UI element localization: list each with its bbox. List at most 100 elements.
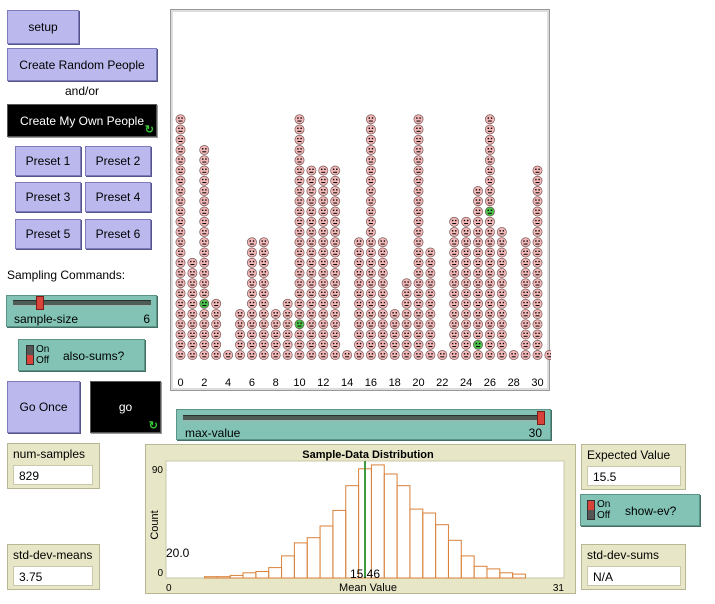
- person-face: [413, 350, 424, 360]
- person-face: [496, 227, 507, 237]
- person-face: [330, 206, 341, 217]
- person-face: [282, 298, 293, 309]
- expected-value-monitor: Expected Value 15.5: [581, 444, 686, 490]
- max-value-track[interactable]: [183, 415, 545, 421]
- person-face: [365, 319, 376, 330]
- person-face: [199, 145, 210, 155]
- person-face: [187, 339, 198, 350]
- create-random-people-button[interactable]: Create Random People: [7, 48, 157, 81]
- person-face: [294, 298, 305, 309]
- person-face: [306, 350, 317, 360]
- sampling-commands-label: Sampling Commands:: [7, 268, 126, 282]
- person-face: [496, 237, 507, 248]
- person-face: [473, 298, 483, 309]
- person-face: [413, 134, 424, 145]
- also-sums-switch[interactable]: On Off also-sums?: [18, 339, 145, 371]
- person-face: [449, 278, 460, 289]
- person-face: [520, 350, 531, 360]
- person-face: [247, 247, 257, 258]
- person-face: [199, 298, 210, 309]
- person-face: [413, 278, 424, 289]
- person-face: [318, 237, 329, 248]
- preset-2-button[interactable]: Preset 2: [85, 146, 151, 176]
- person-face: [247, 319, 257, 330]
- setup-button[interactable]: setup: [7, 10, 79, 44]
- max-value-thumb[interactable]: [537, 411, 545, 425]
- person-face: [365, 196, 376, 207]
- person-face: [318, 268, 329, 278]
- sample-size-value: 6: [143, 312, 150, 326]
- sample-size-track[interactable]: [13, 300, 151, 306]
- x-max-label: 31: [553, 583, 565, 594]
- person-face: [247, 339, 257, 350]
- person-face: [520, 339, 531, 350]
- person-face: [187, 257, 198, 268]
- person-face: [306, 339, 317, 350]
- show-ev-on-label: On: [597, 499, 611, 510]
- preset-6-button[interactable]: Preset 6: [85, 219, 151, 249]
- person-face: [389, 329, 400, 340]
- person-face: [199, 206, 210, 217]
- person-face: [306, 329, 317, 340]
- person-face: [449, 319, 460, 330]
- person-face: [199, 216, 210, 227]
- person-face: [365, 145, 376, 155]
- person-face: [175, 309, 186, 319]
- preset-4-button[interactable]: Preset 4: [85, 182, 151, 212]
- person-face: [532, 247, 543, 258]
- person-face: [377, 329, 388, 340]
- sample-size-thumb[interactable]: [36, 296, 45, 310]
- person-face: [294, 237, 305, 248]
- sample-size-slider[interactable]: sample-size 6: [6, 295, 157, 327]
- preset-3-button[interactable]: Preset 3: [15, 182, 81, 212]
- person-face: [520, 237, 531, 248]
- person-face: [175, 124, 186, 135]
- person-face: [318, 350, 329, 360]
- person-face: [247, 298, 257, 309]
- person-face: [270, 309, 281, 319]
- person-face: [318, 227, 329, 237]
- person-face: [235, 339, 245, 350]
- person-face: [461, 319, 471, 330]
- person-face: [354, 268, 364, 278]
- x-axis-label: Mean Value: [339, 582, 397, 594]
- person-face: [330, 165, 341, 176]
- person-face: [175, 155, 186, 166]
- person-face: [496, 288, 507, 299]
- person-face: [484, 216, 495, 227]
- preset-1-button[interactable]: Preset 1: [15, 146, 81, 176]
- person-face: [258, 329, 269, 340]
- person-face: [306, 268, 317, 278]
- go-button[interactable]: go ↻: [90, 381, 161, 433]
- person-face: [294, 114, 305, 125]
- max-value-slider[interactable]: max-value 30: [176, 409, 551, 440]
- show-ev-switch[interactable]: On Off show-ev?: [580, 494, 700, 526]
- world-view[interactable]: 0 2 4 6 8 10 12 14 16 18 20 22 24 26 28 30: [170, 9, 551, 391]
- person-face: [461, 350, 471, 360]
- person-face: [199, 268, 210, 278]
- person-face: [461, 288, 471, 299]
- person-face: [354, 309, 364, 319]
- show-ev-toggle[interactable]: [587, 500, 595, 520]
- person-face: [211, 329, 222, 340]
- person-face: [473, 227, 483, 237]
- person-face: [306, 175, 317, 186]
- preset-5-button[interactable]: Preset 5: [15, 219, 81, 249]
- create-my-own-people-button[interactable]: Create My Own People ↻: [7, 104, 157, 137]
- person-face: [377, 237, 388, 248]
- person-face: [449, 268, 460, 278]
- person-face: [365, 309, 376, 319]
- person-face: [306, 227, 317, 237]
- std-dev-sums-value: N/A: [587, 566, 681, 586]
- person-face: [306, 237, 317, 248]
- person-face: [258, 350, 269, 360]
- person-face: [175, 339, 186, 350]
- person-face: [532, 165, 543, 176]
- person-face: [365, 329, 376, 340]
- plot-label-20: 20.0: [166, 546, 190, 560]
- world-axis-label: 28: [508, 377, 520, 389]
- go-once-button[interactable]: Go Once: [7, 381, 80, 433]
- person-face: [330, 329, 341, 340]
- also-sums-toggle[interactable]: [26, 345, 34, 365]
- person-face: [377, 350, 388, 360]
